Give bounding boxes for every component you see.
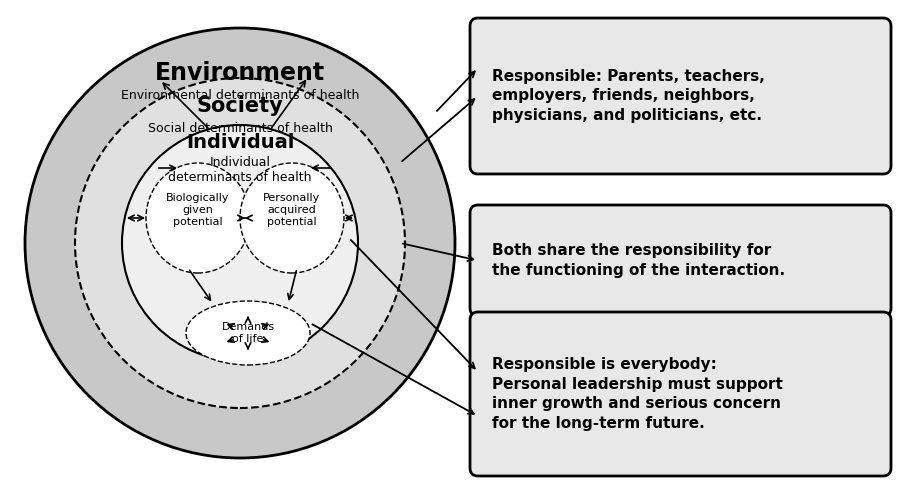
Text: Personally
acquired
potential: Personally acquired potential bbox=[264, 193, 320, 226]
Text: Environmental determinants of health: Environmental determinants of health bbox=[121, 89, 359, 103]
Ellipse shape bbox=[25, 28, 455, 458]
Ellipse shape bbox=[75, 78, 405, 408]
FancyBboxPatch shape bbox=[470, 18, 891, 174]
Text: Demands
of life: Demands of life bbox=[221, 322, 274, 344]
Text: Society: Society bbox=[196, 96, 284, 116]
Ellipse shape bbox=[146, 163, 250, 273]
Ellipse shape bbox=[240, 163, 344, 273]
Text: Biologically
given
potential: Biologically given potential bbox=[166, 193, 230, 226]
FancyBboxPatch shape bbox=[470, 205, 891, 316]
FancyBboxPatch shape bbox=[470, 312, 891, 476]
Text: Individual: Individual bbox=[185, 134, 294, 153]
Ellipse shape bbox=[122, 125, 358, 361]
Text: Environment: Environment bbox=[155, 61, 325, 85]
Text: Responsible is everybody:
Personal leadership must support
inner growth and seri: Responsible is everybody: Personal leade… bbox=[492, 357, 783, 431]
Text: Both share the responsibility for
the functioning of the interaction.: Both share the responsibility for the fu… bbox=[492, 243, 785, 278]
Ellipse shape bbox=[186, 301, 310, 365]
Text: Responsible: Parents, teachers,
employers, friends, neighbors,
physicians, and p: Responsible: Parents, teachers, employer… bbox=[492, 69, 765, 123]
Text: Individual
determinants of health: Individual determinants of health bbox=[168, 156, 311, 184]
Text: Social determinants of health: Social determinants of health bbox=[148, 122, 332, 135]
